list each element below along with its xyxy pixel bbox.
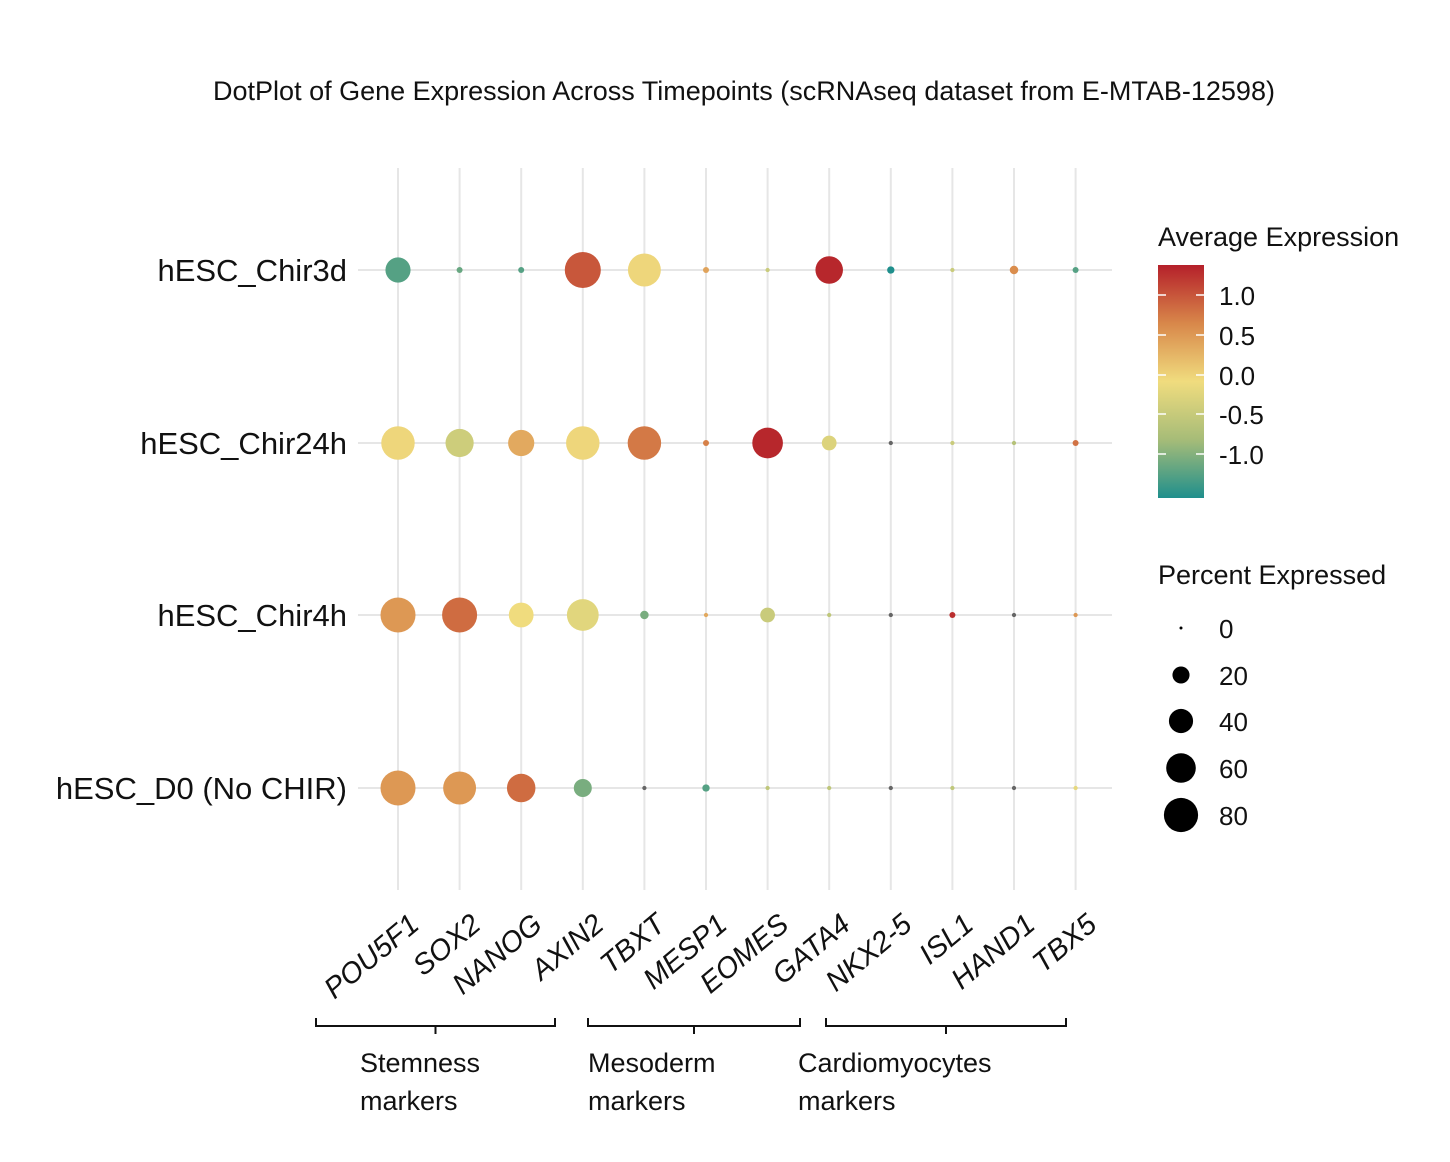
y-tick-label: hESC_D0 (No CHIR) (56, 771, 347, 806)
y-axis-labels: hESC_Chir3d hESC_Chir24h hESC_Chir4h hESC_D… (56, 253, 347, 806)
dot-tbxt-2: hESC_Chir4h / TBXT: avg -1, 4% (640, 610, 649, 620)
dot-gata4-0: hESC_Chir3d / GATA4: avg 1.45, 42% (815, 256, 843, 284)
color-tick-label: -0.5 (1219, 400, 1264, 430)
dot-tbxt-1: hESC_Chir24h / TBXT: avg 0.85, 62% (627, 426, 662, 460)
group-bracket (315, 1018, 556, 1034)
dot-tbx5-0: hESC_Chir3d / TBX5: avg -1.2, 2% (1072, 266, 1079, 274)
dot-nanog-3: hESC_D0 (No CHIR) / NANOG: avg 0.95, 45% (506, 773, 536, 803)
dot-pou5f1-0: hESC_Chir3d / POU5F1: avg -1.2, 35% (385, 257, 411, 283)
size-legend-label: 80 (1219, 801, 1248, 831)
color-tick-label: 0.0 (1219, 361, 1255, 391)
dot-nkx2-5-0: hESC_Chir3d / NKX2-5: avg -1.5, 3% (887, 266, 895, 274)
dot-mesp1-2: hESC_Chir4h / MESP1: avg 0.45, 1% (703, 612, 709, 618)
size-legend-title: Percent Expressed (1158, 560, 1386, 590)
dot-eomes-1: hESC_Chir24h / EOMES: avg 1.45, 52% (752, 427, 783, 459)
color-tick-label: -1.0 (1219, 440, 1264, 470)
size-legend-label: 60 (1219, 754, 1248, 784)
group-label: markers (798, 1086, 896, 1116)
dot-nkx2-5-3: hESC_D0 (No CHIR) / NKX2-5: avg -1.5, 1% (888, 785, 893, 791)
dot-eomes-0: hESC_Chir3d / EOMES: avg -0.4, 1% (765, 267, 770, 273)
group-annotations: Stemness markers Mesoderm markers Cardiomyoc… (315, 1018, 1067, 1116)
group-bracket (825, 1018, 1067, 1034)
dot-mesp1-1: hESC_Chir24h / MESP1: avg 0.8, 2% (702, 439, 710, 447)
dot-isl1-3: hESC_D0 (No CHIR) / ISL1: avg -0.5, 1% (950, 785, 955, 791)
dot-axin2-3: hESC_D0 (No CHIR) / AXIN2: avg -1, 18% (573, 778, 592, 798)
dot-gata4-3: hESC_D0 (No CHIR) / GATA4: avg -0.5, 1% (827, 785, 832, 791)
dot-axin2-1: hESC_Chir24h / AXIN2: avg 0.05, 62% (566, 426, 600, 460)
dot-eomes-2: hESC_Chir4h / EOMES: avg -0.4, 12% (760, 607, 775, 623)
dot-tbxt-3: hESC_D0 (No CHIR) / TBXT: avg -1.5, 1% (642, 785, 647, 791)
dot-axin2-2: hESC_Chir4h / AXIN2: avg -0.15, 56% (566, 599, 599, 631)
y-tick-label: hESC_Chir24h (140, 426, 347, 461)
group-label: Mesoderm (588, 1048, 716, 1078)
dot-isl1-1: hESC_Chir24h / ISL1: avg -0.4, 1% (950, 440, 955, 446)
dot-layer: hESC_Chir3d / POU5F1: avg -1.2, 35% hESC_… (380, 251, 1079, 806)
size-legend-dot (1163, 797, 1199, 833)
dot-sox2-0: hESC_Chir3d / SOX2: avg -1.1, 2% (456, 266, 463, 274)
color-legend-ticks: 1.0 0.5 0.0 -0.5 -1.0 (1158, 281, 1264, 470)
group-bracket (587, 1018, 801, 1034)
dot-pou5f1-2: hESC_Chir4h / POU5F1: avg 0.6, 68% (380, 597, 416, 633)
dot-axin2-0: hESC_Chir3d / AXIN2: avg 1.1, 72% (564, 251, 601, 289)
group-label: markers (360, 1086, 458, 1116)
dot-tbx5-3: hESC_D0 (No CHIR) / TBX5: avg -0.1, 1% (1073, 785, 1078, 791)
dot-nkx2-5-2: hESC_Chir4h / NKX2-5: avg -1.5, 1% (888, 612, 893, 618)
dot-nkx2-5-1: hESC_Chir24h / NKX2-5: avg -1.5, 1% (888, 440, 893, 446)
group-label: markers (588, 1086, 686, 1116)
dot-sox2-3: hESC_D0 (No CHIR) / SOX2: avg 0.6, 60% (443, 771, 477, 805)
y-tick-label: hESC_Chir4h (157, 598, 347, 633)
color-legend-bar (1158, 265, 1204, 498)
dot-tbx5-2: hESC_Chir4h / TBX5: avg 0.6, 1% (1073, 612, 1078, 618)
dot-nanog-0: hESC_Chir3d / NANOG: avg -1.2, 2% (518, 266, 525, 274)
y-tick-label: hESC_Chir3d (157, 253, 347, 288)
size-legend-dot (1166, 753, 1196, 783)
dot-sox2-2: hESC_Chir4h / SOX2: avg 0.95, 68% (442, 597, 478, 633)
dot-isl1-2: hESC_Chir4h / ISL1: avg 1.4, 2% (949, 611, 956, 619)
dot-gata4-2: hESC_Chir4h / GATA4: avg -0.5, 1% (827, 612, 832, 618)
dot-nanog-2: hESC_Chir4h / NANOG: avg 0, 34% (508, 602, 534, 628)
dot-hand1-0: hESC_Chir3d / HAND1: avg 0.7, 4% (1009, 265, 1019, 275)
color-tick-label: 1.0 (1219, 281, 1255, 311)
dot-hand1-3: hESC_D0 (No CHIR) / HAND1: avg -1.5, 1% (1011, 785, 1017, 791)
dot-gata4-1: hESC_Chir24h / GATA4: avg -0.2, 12% (821, 435, 837, 451)
size-legend-label: 0 (1219, 614, 1233, 644)
x-axis-labels: POU5F1SOX2NANOGAXIN2TBXTMESP1EOMESGATA4N… (318, 907, 1103, 1006)
x-tick-label: TBX5 (1027, 908, 1104, 980)
dot-mesp1-0: hESC_Chir3d / MESP1: avg 0.5, 2% (702, 266, 710, 274)
dot-mesp1-3: hESC_D0 (No CHIR) / MESP1: avg -1.2, 3% (702, 784, 710, 792)
dot-pou5f1-1: hESC_Chir24h / POU5F1: avg 0.05, 62% (381, 426, 415, 460)
size-legend: Percent Expressed 0 20 40 60 80 (1158, 560, 1386, 833)
dot-hand1-2: hESC_Chir4h / HAND1: avg -1.5, 1% (1011, 612, 1017, 618)
size-legend-items: 0 20 40 60 80 (1163, 614, 1248, 833)
dot-tbx5-1: hESC_Chir24h / TBX5: avg 0.9, 2% (1072, 439, 1079, 447)
group-label: Stemness (360, 1048, 480, 1078)
size-legend-label: 20 (1219, 661, 1248, 691)
color-legend: Average Expression 1.0 0.5 0.0 -0.5 -1.0 (1158, 222, 1399, 498)
dot-tbxt-0: hESC_Chir3d / TBXT: avg 0.05, 60% (627, 253, 661, 287)
chart-title: DotPlot of Gene Expression Across Timepo… (213, 76, 1275, 106)
dot-isl1-0: hESC_Chir3d / ISL1: avg -0.4, 1% (950, 267, 955, 273)
color-tick-label: 0.5 (1219, 321, 1255, 351)
color-legend-title: Average Expression (1158, 222, 1399, 252)
size-legend-dot (1179, 626, 1183, 630)
grid-layer (358, 168, 1112, 890)
dot-hand1-1: hESC_Chir24h / HAND1: avg -0.6, 1% (1011, 440, 1017, 446)
dot-nanog-1: hESC_Chir24h / NANOG: avg 0.45, 38% (508, 429, 535, 457)
dot-sox2-1: hESC_Chir24h / SOX2: avg -0.35, 44% (445, 428, 474, 458)
dot-eomes-3: hESC_D0 (No CHIR) / EOMES: avg -0.5, 1% (765, 785, 770, 791)
size-legend-dot (1172, 666, 1190, 684)
size-legend-label: 40 (1219, 707, 1248, 737)
dot-pou5f1-3: hESC_D0 (No CHIR) / POU5F1: avg 0.6, 68% (380, 770, 416, 806)
size-legend-dot (1168, 708, 1194, 734)
group-label: Cardiomyocytes (798, 1048, 992, 1078)
